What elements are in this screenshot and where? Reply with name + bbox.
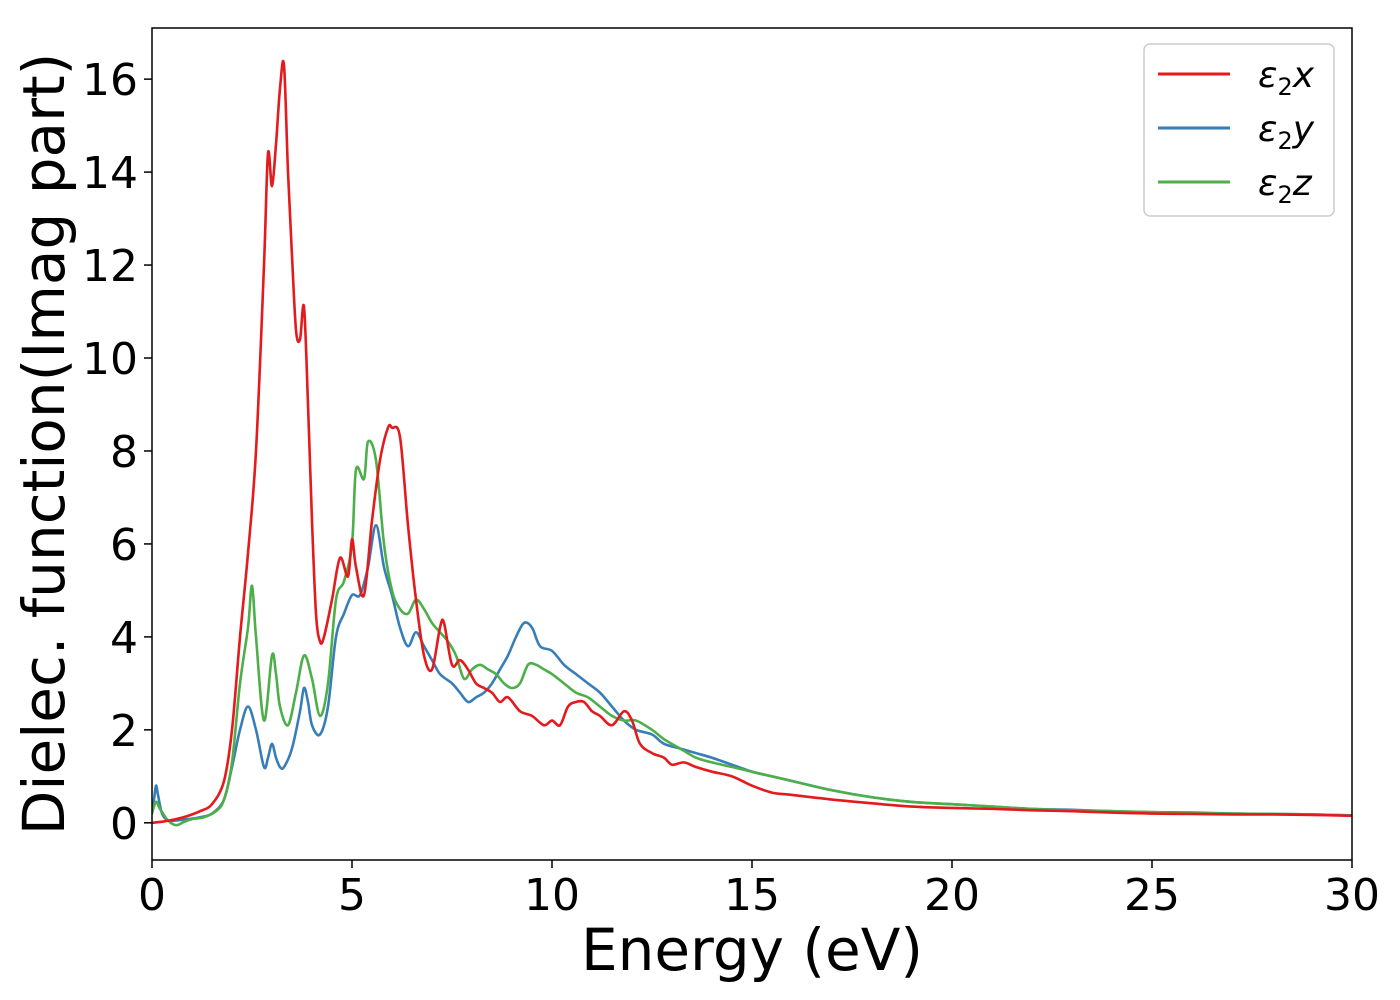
y-axis-ticks: 0 2 4 6 8 10 12 14 16	[82, 55, 152, 850]
legend-label-y: ε2y	[1258, 109, 1315, 155]
legend-subscript: 2	[1277, 73, 1292, 101]
y-tick-label: 6	[110, 520, 138, 571]
y-tick-label: 4	[110, 613, 138, 664]
x-tick-label: 30	[1324, 870, 1380, 921]
legend-label-x: ε2x	[1258, 55, 1315, 101]
legend-symbol: ε	[1258, 109, 1277, 150]
legend-subscript: 2	[1277, 127, 1292, 155]
y-tick-label: 8	[110, 427, 138, 478]
y-tick-label: 0	[110, 799, 138, 850]
x-axis-ticks: 0 5 10 15 20 25 30	[138, 860, 1380, 921]
series-line-x	[152, 59, 1352, 825]
series-line-y	[152, 524, 1352, 823]
y-tick-label: 10	[82, 334, 138, 385]
legend-subscript: 2	[1277, 181, 1292, 209]
x-tick-label: 15	[724, 870, 780, 921]
legend-variable: z	[1292, 163, 1313, 204]
x-tick-label: 25	[1124, 870, 1180, 921]
series-line-z	[152, 439, 1352, 827]
y-tick-label: 2	[110, 706, 138, 757]
y-tick-label: 14	[82, 148, 138, 199]
x-tick-label: 10	[524, 870, 580, 921]
legend-box	[1143, 43, 1335, 217]
legend-variable: y	[1292, 109, 1315, 150]
x-tick-label: 0	[138, 870, 166, 921]
legend-symbol: ε	[1258, 163, 1277, 204]
y-tick-label: 16	[82, 55, 138, 106]
x-tick-label: 20	[924, 870, 980, 921]
x-axis-title: Energy (eV)	[581, 916, 923, 984]
legend-label-z: ε2z	[1258, 163, 1313, 209]
y-tick-label: 12	[82, 241, 138, 292]
legend-variable: x	[1292, 55, 1315, 96]
y-axis-title: Dielec. function(Imag part)	[10, 53, 78, 836]
x-tick-label: 5	[338, 870, 366, 921]
legend-symbol: ε	[1258, 55, 1277, 96]
series-layer	[152, 59, 1352, 827]
